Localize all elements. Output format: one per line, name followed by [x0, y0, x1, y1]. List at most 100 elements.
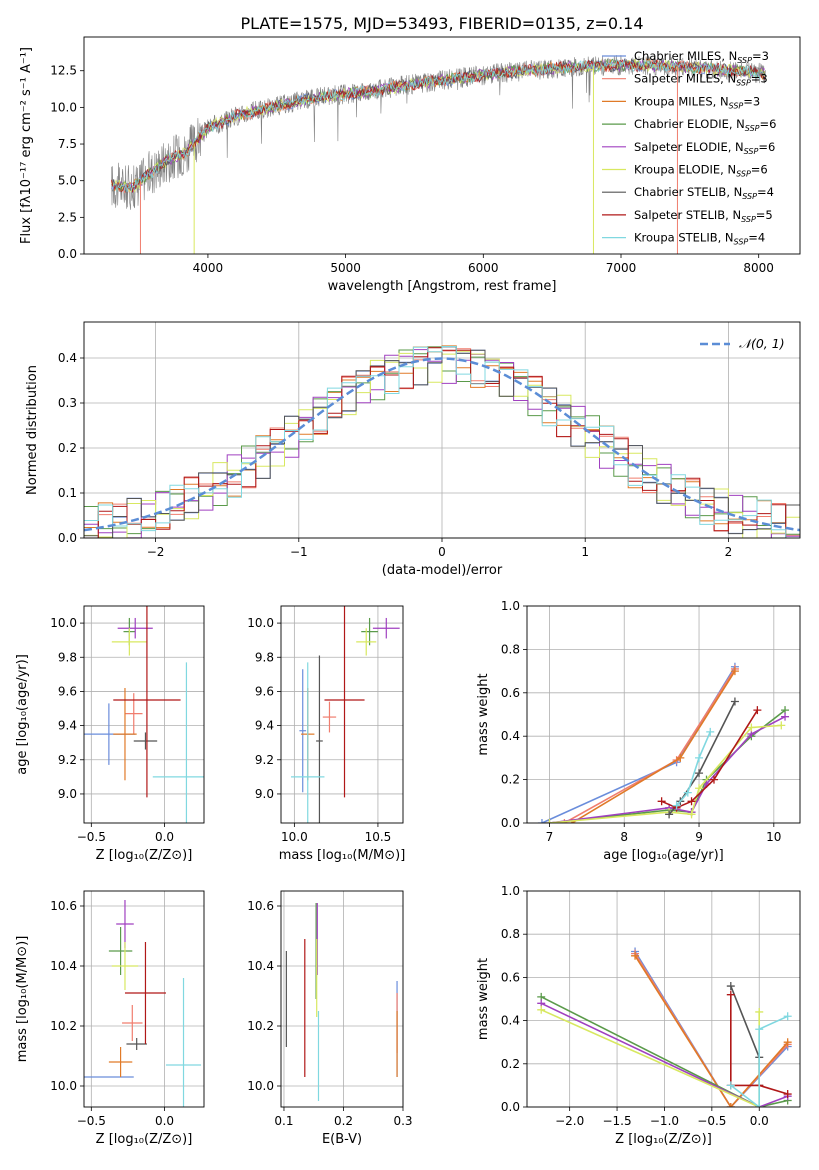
y-tick-label: 0.1 [58, 486, 77, 500]
x-tick-label: −0.5 [77, 830, 106, 844]
errorbar-point [299, 669, 307, 793]
weight-marker [665, 810, 674, 819]
weight-series [657, 706, 762, 812]
y-tick-label: 10.0 [247, 616, 274, 630]
age-vs-metallicity-panel: −0.5 0.0 9.0 9.2 9.4 9.6 9.8 10.0 Z [log₁₀(Z/Z⊙)… [15, 605, 205, 863]
x-tick-label: 1 [581, 545, 589, 559]
ticks: −0.5 0.0 10.0 10.2 10.4 10.6 [50, 899, 174, 1128]
spectrum-panel: 4000 5000 6000 7000 8000 0.0 2.5 5.0 7.5 10.0 12.5… [19, 36, 801, 294]
normal-distribution-curve [84, 357, 800, 532]
ticks: −2.0 −1.5 −1.0 −0.5 0.0 0.0 0.2 0.4 0.6 0.8 1.0 [501, 884, 769, 1128]
y-tick-label: 10.4 [50, 959, 77, 973]
errorbar-point [361, 617, 378, 646]
figure-title: PLATE=1575, MJD=53493, FIBERID=0135, z=0… [240, 14, 643, 33]
legend-label: Salpeter ELODIE, NSSP=6 [634, 140, 775, 156]
histogram-steps [84, 345, 800, 538]
errorbar-point [113, 688, 137, 781]
weight-marker [753, 706, 762, 715]
errorbar-point [111, 628, 147, 656]
y-tick-label: 0.2 [501, 1057, 520, 1071]
weight-series [672, 727, 715, 810]
x-axis-label: E(B-V) [322, 1132, 362, 1147]
grid [281, 606, 403, 823]
y-tick-label: 10.2 [247, 1019, 274, 1033]
weight-marker [631, 951, 640, 960]
y-tick-label: 10.0 [50, 1079, 77, 1093]
y-tick-label: 5.0 [58, 174, 77, 188]
weight-marker [706, 727, 715, 736]
errorbar-point [108, 1047, 133, 1077]
x-tick-label: 0.2 [334, 1114, 353, 1128]
weight-marker [730, 667, 739, 676]
weight-line [730, 994, 788, 1095]
errorbar-point [152, 662, 204, 823]
weight-line [730, 1015, 789, 1107]
x-axis-label: mass [log₁₀(M/M⊙)] [279, 848, 406, 863]
y-tick-label: 12.5 [50, 64, 77, 78]
y-tick-label: 9.6 [255, 684, 274, 698]
y-tick-label: 0.4 [501, 729, 520, 743]
x-axis-label: (data-model)/error [382, 563, 503, 578]
weight-series [567, 667, 739, 823]
weight-marker [783, 1012, 792, 1021]
y-tick-label: 9.2 [255, 753, 274, 767]
y-tick-label: 0.0 [501, 816, 520, 830]
ticks: 10.0 10.5 9.0 9.2 9.4 9.6 9.8 10.0 [247, 616, 391, 844]
legend-label: Chabrier STELIB, NSSP=4 [634, 185, 774, 201]
errorbar-points [285, 903, 398, 1101]
weight-series [537, 1005, 764, 1107]
axes-frame [280, 890, 404, 1108]
weight-marker [537, 819, 546, 823]
legend-label: Kroupa STELIB, NSSP=4 [634, 231, 765, 247]
y-tick-label: 0.2 [58, 441, 77, 455]
legend-label: Kroupa ELODIE, NSSP=6 [634, 163, 768, 179]
y-axis-label: Normed distribution [25, 365, 40, 495]
weight-line [564, 668, 736, 823]
weight-marker [695, 753, 704, 762]
y-tick-label: 10.2 [50, 1019, 77, 1033]
errorbar-point [111, 942, 139, 990]
weight-marker [726, 982, 735, 991]
x-tick-label: −1.5 [602, 1114, 631, 1128]
y-axis-label: mass weight [476, 673, 491, 755]
y-tick-label: 10.0 [247, 1079, 274, 1093]
x-axis-label: age [log₁₀(age/yr)] [603, 848, 724, 863]
x-tick-label: −0.5 [77, 1114, 106, 1128]
x-tick-label: 0.0 [155, 830, 174, 844]
ticks: 0.1 0.2 0.3 10.0 10.2 10.4 10.6 [247, 899, 412, 1128]
legend-label: Kroupa MILES, NSSP=3 [634, 94, 760, 110]
weight-series [726, 982, 764, 1090]
x-axis-label: Z [log₁₀(Z/Z⊙)] [96, 1132, 193, 1147]
errorbar-point [124, 693, 143, 735]
y-tick-label: 0.6 [501, 686, 520, 700]
y-tick-label: 0.0 [58, 247, 77, 261]
ticks: −2 −1 0 1 2 0.0 0.1 0.2 0.3 0.4 [58, 351, 732, 559]
axes-frame [83, 890, 205, 1108]
errorbar-point [133, 732, 158, 750]
errorbar-point [108, 927, 133, 975]
weight-line [540, 1009, 760, 1107]
weight-marker [726, 1081, 735, 1090]
x-tick-label: 10.5 [365, 830, 392, 844]
y-tick-label: 9.0 [58, 787, 77, 801]
weight-marker [730, 697, 739, 706]
errorbar-points [84, 606, 204, 823]
y-tick-label: 9.4 [58, 719, 77, 733]
weight-line [540, 1002, 788, 1107]
errorbar-points [291, 606, 400, 823]
x-tick-label: 2 [725, 545, 733, 559]
errorbar-point [116, 900, 134, 948]
x-axis-label: wavelength [Angstrom, rest frame] [328, 279, 557, 294]
grid [84, 606, 204, 823]
x-tick-label: 7000 [606, 261, 637, 275]
weight-marker [777, 721, 786, 730]
weight-marker [709, 775, 718, 784]
weight-series [631, 949, 792, 1107]
ticks: 4000 5000 6000 7000 8000 0.0 2.5 5.0 7.5 10.0 12.5 [50, 64, 774, 275]
x-tick-label: −2.0 [555, 1114, 584, 1128]
residuals-histogram-panel: −2 −1 0 1 2 0.0 0.1 0.2 0.3 0.4 (data-model)/error… [25, 321, 801, 578]
axes-frame [83, 36, 801, 255]
axes-frame [83, 321, 801, 539]
y-tick-label: 9.0 [255, 787, 274, 801]
y-tick-label: 2.5 [58, 210, 77, 224]
